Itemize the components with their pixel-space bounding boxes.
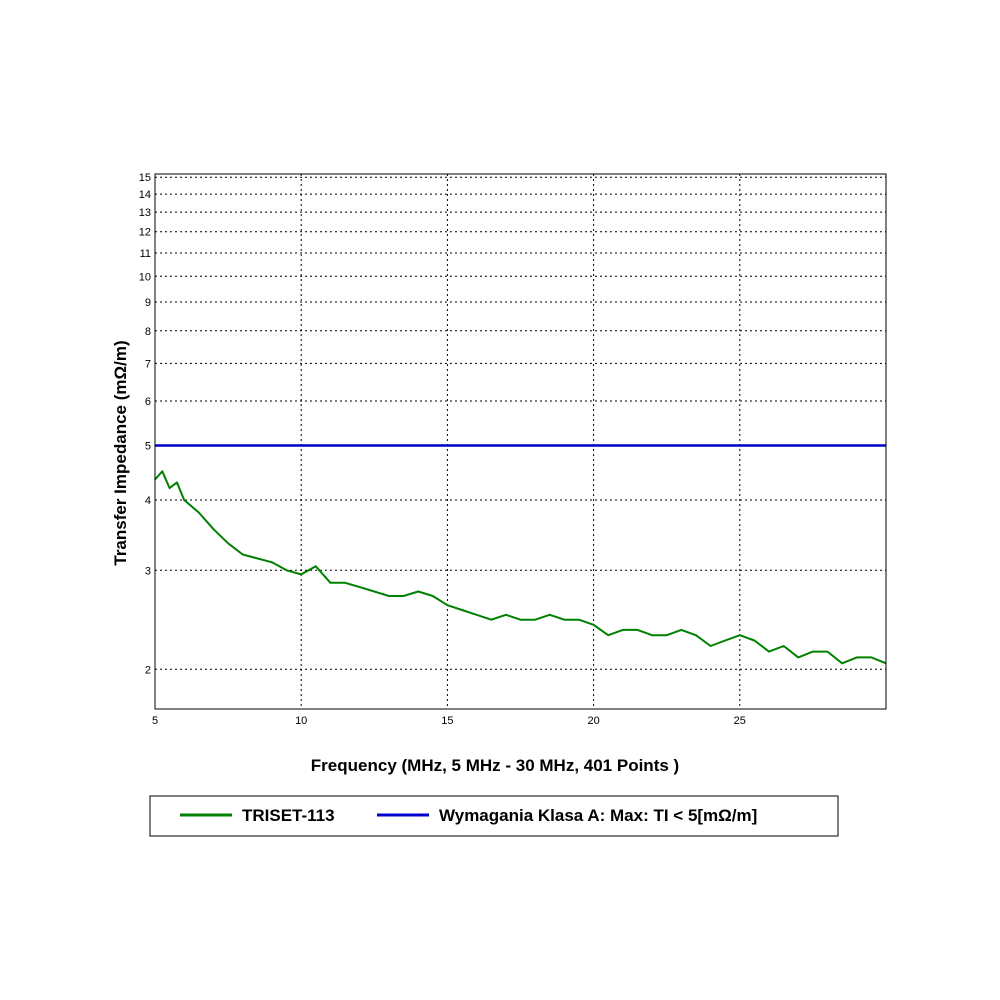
series-lines [154,444,887,665]
plot-frame [154,173,887,710]
y-tick-label: 13 [139,207,151,219]
y-tick-label: 10 [139,271,151,283]
x-tick-label: 20 [587,715,599,727]
y-tick-label: 4 [145,495,151,507]
legend-label-triset: TRISET-113 [242,806,335,825]
y-tick-label: 3 [145,565,151,577]
y-tick-label: 7 [145,358,151,370]
y-axis-title: Transfer Impedance (mΩ/m) [111,340,130,565]
y-tick-label: 5 [145,441,151,453]
y-tick-label: 12 [139,227,151,239]
series-line-triset-113 [154,470,887,665]
y-tick-label: 6 [145,396,151,408]
y-tick-label: 15 [139,172,151,184]
x-tick-labels: 5 10 15 20 25 [152,715,746,727]
y-tick-label: 8 [145,326,151,338]
y-tick-label: 9 [145,297,151,309]
x-tick-label: 10 [295,715,307,727]
legend-box [149,795,839,837]
y-tick-labels: 2 3 4 5 6 7 8 9 10 11 12 13 14 15 [139,172,151,676]
x-tick-label: 15 [441,715,453,727]
y-tick-label: 11 [140,248,151,260]
y-tick-label: 14 [139,189,151,201]
grid [155,174,886,709]
x-tick-label: 25 [734,715,746,727]
y-tick-label: 2 [145,664,151,676]
legend-label-limit: Wymagania Klasa A: Max: TI < 5[mΩ/m] [439,806,757,825]
x-tick-label: 5 [152,715,158,727]
x-axis-title: Frequency (MHz, 5 MHz - 30 MHz, 401 Poin… [311,756,679,775]
legend: TRISET-113 Wymagania Klasa A: Max: TI < … [149,795,839,837]
